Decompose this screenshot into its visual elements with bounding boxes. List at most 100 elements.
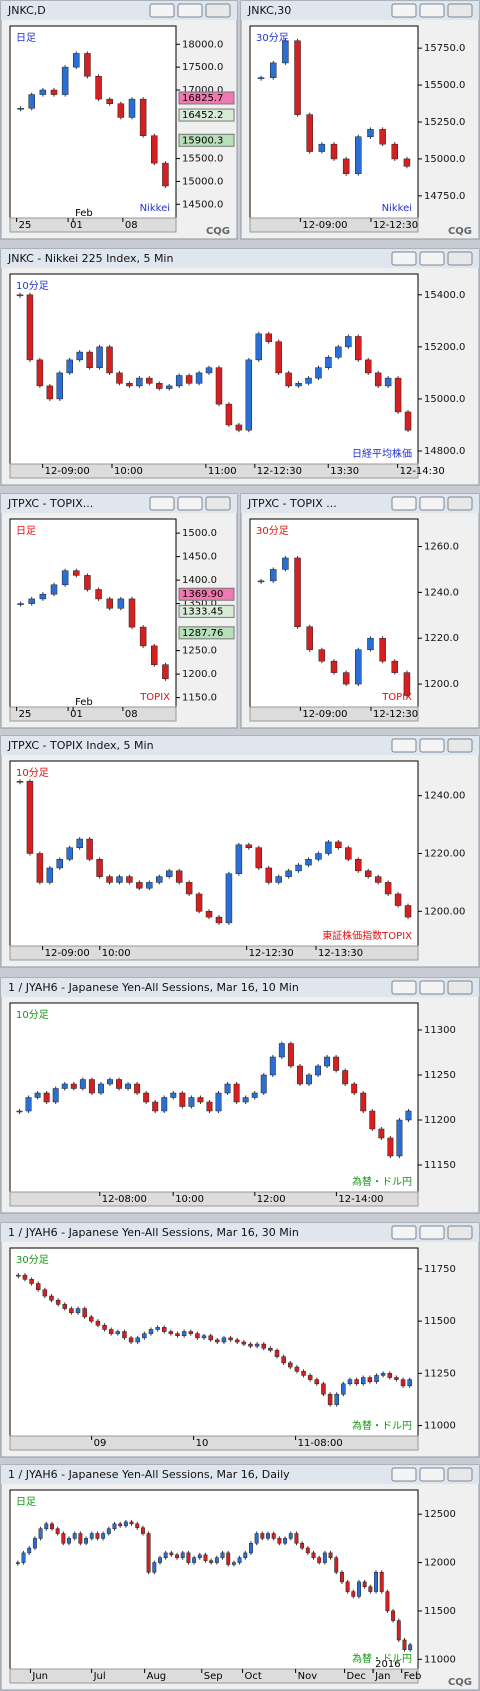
x-tick-label: Nov — [298, 1671, 318, 1682]
y-tick-label: 11000 — [424, 1654, 456, 1665]
candle — [96, 859, 103, 877]
candle — [327, 1393, 333, 1405]
window-button[interactable] — [205, 496, 231, 511]
window-button[interactable] — [391, 738, 417, 753]
plot-area — [249, 25, 419, 219]
candle — [101, 1533, 106, 1539]
candle — [175, 375, 183, 387]
source-label: Nikkei — [140, 203, 170, 214]
candle — [342, 672, 350, 685]
candle — [324, 1056, 331, 1067]
candle — [233, 1083, 240, 1103]
candle — [195, 1333, 200, 1339]
window-button[interactable] — [391, 1467, 417, 1482]
y-tick-label: 1450.0 — [182, 552, 217, 563]
candle — [179, 1092, 186, 1107]
candle — [106, 598, 113, 609]
candle — [306, 1074, 312, 1085]
candle — [56, 372, 64, 400]
window-button[interactable] — [447, 980, 473, 995]
candle — [156, 876, 163, 883]
candle — [126, 383, 133, 387]
candle — [117, 103, 125, 118]
window-button[interactable] — [447, 3, 473, 18]
x-tick-label: 12-09:00 — [302, 220, 347, 231]
window-button[interactable] — [391, 3, 417, 18]
x-tick-label: 25 — [19, 220, 32, 231]
window-button[interactable] — [419, 496, 445, 511]
candle — [27, 1547, 32, 1554]
price-tag — [178, 108, 235, 122]
window-button[interactable] — [419, 3, 445, 18]
window-button[interactable] — [447, 496, 473, 511]
period-label: 10分足 — [16, 767, 49, 779]
window-button[interactable] — [177, 496, 203, 511]
candle — [66, 847, 73, 860]
candle — [311, 1552, 316, 1558]
window-button[interactable] — [149, 3, 175, 18]
candle — [35, 1283, 41, 1291]
x-tick-label: Jun — [31, 1671, 48, 1682]
window-button[interactable] — [419, 1467, 445, 1482]
price-tag — [178, 626, 235, 640]
window-button[interactable] — [391, 980, 417, 995]
x-tick-label: Feb — [75, 208, 93, 219]
window-button[interactable] — [419, 251, 445, 266]
candle — [116, 1079, 122, 1089]
window-button[interactable] — [419, 738, 445, 753]
window-button[interactable] — [419, 1225, 445, 1240]
x-tick-label: 2016 — [375, 1659, 400, 1670]
source-label: TOPIX — [139, 692, 170, 703]
candle — [355, 859, 362, 872]
candle — [146, 1533, 151, 1573]
candle — [152, 1101, 159, 1112]
x-tick-label: 12-12:30 — [373, 220, 418, 231]
price-tag-label: 16825.7 — [182, 93, 223, 104]
window-button[interactable] — [447, 251, 473, 266]
window-button[interactable] — [205, 3, 231, 18]
plot-area — [9, 25, 177, 219]
window-button[interactable] — [391, 1225, 417, 1240]
window-button[interactable] — [419, 980, 445, 995]
window-button[interactable] — [391, 251, 417, 266]
candle — [108, 1329, 114, 1334]
candle — [322, 1552, 327, 1563]
candle — [72, 1533, 77, 1539]
candle — [122, 1331, 127, 1339]
window-button[interactable] — [391, 496, 417, 511]
candle — [162, 162, 169, 187]
candle — [136, 882, 143, 889]
window-button[interactable] — [447, 738, 473, 753]
window-button[interactable] — [149, 496, 175, 511]
candle — [36, 853, 44, 883]
window-button[interactable] — [447, 1225, 473, 1240]
y-tick-label: 1220.0 — [424, 633, 459, 644]
y-tick-label: 11150 — [424, 1160, 456, 1171]
candle — [128, 598, 136, 628]
candle — [185, 882, 193, 895]
x-tick-label: 10:00 — [102, 948, 131, 959]
candle — [76, 838, 83, 848]
candle — [330, 660, 338, 673]
window-button[interactable] — [177, 3, 203, 18]
candle — [407, 1379, 412, 1387]
y-tick-label: 15000.0 — [424, 154, 465, 165]
window-button[interactable] — [447, 1467, 473, 1482]
candle — [106, 1528, 111, 1534]
candle — [56, 859, 64, 869]
candle — [26, 294, 34, 361]
candle — [67, 1538, 71, 1544]
candle — [215, 1339, 220, 1343]
candle — [301, 1370, 306, 1376]
candle — [275, 876, 282, 883]
candle — [294, 557, 301, 628]
candle — [82, 1308, 87, 1318]
candle — [39, 89, 47, 95]
candle — [400, 1379, 406, 1387]
candle — [75, 1308, 81, 1314]
candle — [296, 1065, 303, 1085]
candle — [95, 1320, 101, 1326]
candle — [95, 76, 102, 100]
candle — [49, 1295, 54, 1301]
x-axis-bar — [9, 1668, 419, 1684]
